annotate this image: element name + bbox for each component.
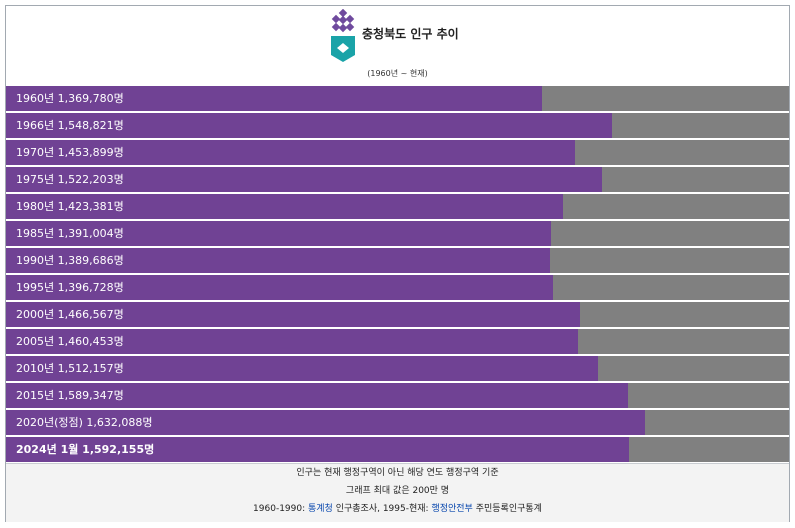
source-text-b: 인구총조사, 1995-현재: bbox=[332, 504, 432, 514]
bar-row: 2024년 1월 1,592,155명 bbox=[6, 437, 789, 464]
bar bbox=[6, 275, 553, 300]
bar-row: 2015년 1,589,347명 bbox=[6, 383, 789, 410]
bar-row: 2020년(정점) 1,632,088명 bbox=[6, 410, 789, 437]
bar bbox=[6, 410, 645, 435]
chungbuk-emblem-icon bbox=[331, 9, 355, 62]
bar-row: 1970년 1,453,899명 bbox=[6, 140, 789, 167]
chart-subtitle: (1960년 ~ 현재) bbox=[367, 69, 428, 78]
chart-footer: 인구는 현재 행정구역이 아닌 해당 연도 행정구역 기준 그래프 최대 값은 … bbox=[6, 463, 789, 522]
bar-row: 1985년 1,391,004명 bbox=[6, 221, 789, 248]
bar bbox=[6, 302, 580, 327]
source-link-statistics-korea[interactable]: 통계청 bbox=[308, 504, 333, 514]
bar-label: 2000년 1,466,567명 bbox=[16, 308, 124, 321]
bar-label: 1985년 1,391,004명 bbox=[16, 227, 124, 240]
chart-header: 충청북도 인구 추이 (1960년 ~ 현재) bbox=[6, 6, 789, 86]
bar bbox=[6, 86, 542, 111]
bar-rows: 1960년 1,369,780명 1966년 1,548,821명 1970년 1,… bbox=[6, 86, 789, 464]
bar bbox=[6, 383, 628, 408]
bar bbox=[6, 140, 575, 165]
bar-row: 1960년 1,369,780명 bbox=[6, 86, 789, 113]
bar-label: 2020년(정점) 1,632,088명 bbox=[16, 416, 153, 429]
bar-label: 1990년 1,389,686명 bbox=[16, 254, 124, 267]
bar bbox=[6, 329, 578, 354]
bar-row: 2000년 1,466,567명 bbox=[6, 302, 789, 329]
bar-row: 2005년 1,460,453명 bbox=[6, 329, 789, 356]
bar-row: 2010년 1,512,157명 bbox=[6, 356, 789, 383]
bar-label: 2024년 1월 1,592,155명 bbox=[16, 443, 155, 456]
bar bbox=[6, 167, 602, 192]
bar-label: 1975년 1,522,203명 bbox=[16, 173, 124, 186]
bar-label: 2005년 1,460,453명 bbox=[16, 335, 124, 348]
bar-label: 2015년 1,589,347명 bbox=[16, 389, 124, 402]
bar bbox=[6, 194, 563, 219]
bar-label: 1970년 1,453,899명 bbox=[16, 146, 124, 159]
footer-source: 1960-1990: 통계청 인구총조사, 1995-현재: 행정안전부 주민등… bbox=[6, 500, 789, 518]
bar bbox=[6, 221, 551, 246]
bar-label: 1980년 1,423,381명 bbox=[16, 200, 124, 213]
bar-label: 1995년 1,396,728명 bbox=[16, 281, 124, 294]
bar-row: 1990년 1,389,686명 bbox=[6, 248, 789, 275]
bar-row: 1995년 1,396,728명 bbox=[6, 275, 789, 302]
source-text-c: 주민등록인구통계 bbox=[472, 504, 542, 514]
bar-label: 1960년 1,369,780명 bbox=[16, 92, 124, 105]
bar bbox=[6, 113, 612, 138]
footer-note-boundary: 인구는 현재 행정구역이 아닌 해당 연도 행정구역 기준 bbox=[296, 468, 499, 478]
bar-row: 1966년 1,548,821명 bbox=[6, 113, 789, 140]
bar bbox=[6, 437, 629, 462]
bar-label: 1966년 1,548,821명 bbox=[16, 119, 124, 132]
bar-row: 1980년 1,423,381명 bbox=[6, 194, 789, 221]
population-infobox: 충청북도 인구 추이 (1960년 ~ 현재) 1960년 1,369,780명… bbox=[5, 5, 790, 522]
chart-title: 충청북도 인구 추이 bbox=[362, 27, 459, 41]
bar bbox=[6, 248, 550, 273]
bar-row: 1975년 1,522,203명 bbox=[6, 167, 789, 194]
source-text-a: 1960-1990: bbox=[253, 504, 308, 514]
bar bbox=[6, 356, 598, 381]
bar-label: 2010년 1,512,157명 bbox=[16, 362, 124, 375]
footer-note-max: 그래프 최대 값은 200만 명 bbox=[345, 486, 450, 496]
source-link-ministry[interactable]: 행정안전부 bbox=[431, 504, 473, 514]
